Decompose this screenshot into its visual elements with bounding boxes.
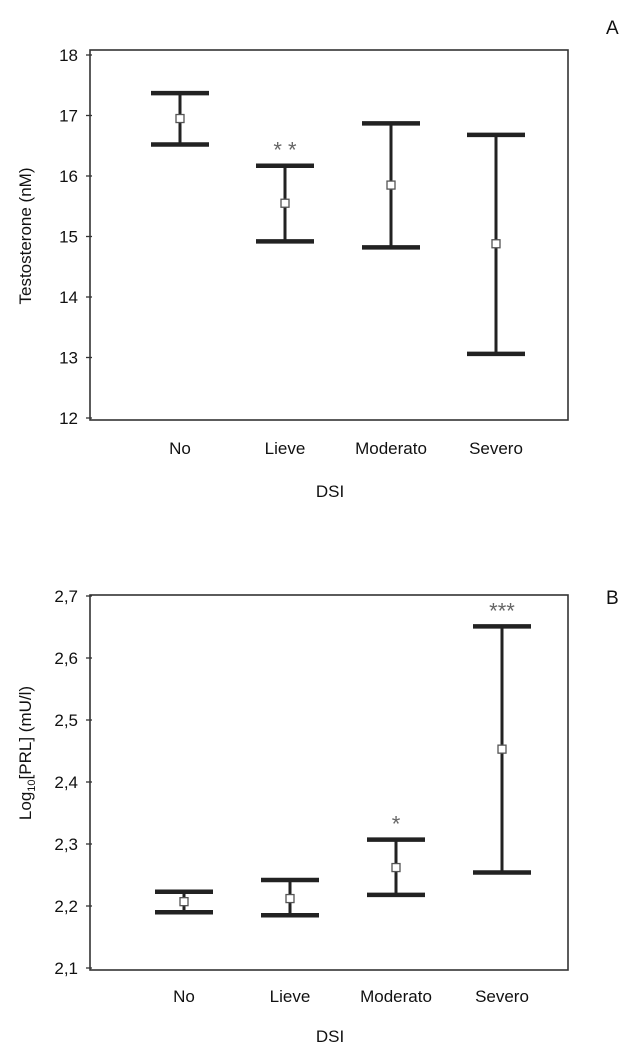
panel-b-x-tick-label: Lieve bbox=[270, 987, 311, 1006]
panel-a-x-tick-label: Moderato bbox=[355, 439, 427, 458]
panel-b-significance-label: *** bbox=[489, 598, 515, 623]
panel-a-x-axis-title: DSI bbox=[316, 482, 344, 501]
panel-b-y-axis-title-rest: [PRL] (mU/l) bbox=[16, 686, 35, 780]
panel-a-mean-marker bbox=[386, 180, 396, 190]
panel-b-y-tick-label: 2,5 bbox=[54, 711, 78, 730]
panel-b-x-tick-label: Moderato bbox=[360, 987, 432, 1006]
panel-a-x-tick-label: Lieve bbox=[265, 439, 306, 458]
panel-b: B 2,1 2,2 2,3 2,4 2,5 2,6 2,7 No Lieve Moderato S… bbox=[16, 587, 619, 1046]
panel-a-y-axis-title: Testosterone (nM) bbox=[16, 168, 35, 305]
panel-b-letter: B bbox=[606, 588, 619, 609]
panel-a-y-tick-label: 12 bbox=[59, 409, 78, 428]
panel-b-x-axis-title: DSI bbox=[316, 1027, 344, 1046]
panel-a-x-tick-label: No bbox=[169, 439, 191, 458]
panel-b-y-tick-label: 2,1 bbox=[54, 959, 78, 978]
panel-b-significance-label: * bbox=[392, 812, 401, 837]
panel-a-x-tick-label: Severo bbox=[469, 439, 523, 458]
panel-b-mean-marker bbox=[391, 862, 401, 873]
panel-b-mean-marker bbox=[285, 893, 295, 904]
panel-a-y-tick-label: 18 bbox=[59, 46, 78, 65]
panel-b-x-tick-label: No bbox=[173, 987, 195, 1006]
panel-b-y-axis-title-main: Log bbox=[16, 792, 35, 820]
panel-b-mean-marker bbox=[497, 744, 507, 754]
panel-a-significance-label: * * bbox=[273, 138, 297, 163]
panel-b-y-tick-label: 2,3 bbox=[54, 835, 78, 854]
panel-b-x-tick-label: Severo bbox=[475, 987, 529, 1006]
panel-a: A 12 13 14 15 16 17 18 No Lieve Moderato Severo *… bbox=[16, 18, 619, 501]
panel-a-y-tick-label: 13 bbox=[59, 349, 78, 368]
panel-b-x-ticks: No Lieve Moderato Severo bbox=[173, 987, 529, 1006]
panel-a-x-ticks: No Lieve Moderato Severo bbox=[169, 439, 523, 458]
panel-a-y-tick-label: 16 bbox=[59, 167, 78, 186]
panel-a-error-bars: * * bbox=[151, 90, 525, 357]
panel-b-y-axis-title-subscript: 10 bbox=[26, 779, 38, 791]
panel-b-y-tick-label: 2,2 bbox=[54, 897, 78, 916]
panel-b-error-bars: **** bbox=[155, 598, 531, 918]
panel-a-mean-marker bbox=[280, 198, 290, 208]
panel-b-y-tick-label: 2,7 bbox=[54, 587, 78, 606]
panel-b-y-ticks: 2,1 2,2 2,3 2,4 2,5 2,6 2,7 bbox=[54, 587, 92, 978]
panel-a-y-tick-label: 17 bbox=[59, 107, 78, 126]
panel-a-plot-frame bbox=[89, 49, 569, 421]
panel-a-mean-marker bbox=[491, 239, 501, 249]
panel-b-y-tick-label: 2,6 bbox=[54, 649, 78, 668]
panel-a-y-tick-label: 14 bbox=[59, 288, 78, 307]
panel-b-y-tick-label: 2,4 bbox=[54, 773, 78, 792]
panel-a-y-tick-label: 15 bbox=[59, 228, 78, 247]
panel-b-y-axis-title: Log10[PRL] (mU/l) bbox=[16, 686, 38, 820]
panel-a-mean-marker bbox=[175, 113, 185, 124]
panel-a-letter: A bbox=[606, 18, 619, 39]
panel-a-y-ticks: 12 13 14 15 16 17 18 bbox=[59, 46, 92, 428]
panel-b-mean-marker bbox=[179, 897, 189, 907]
